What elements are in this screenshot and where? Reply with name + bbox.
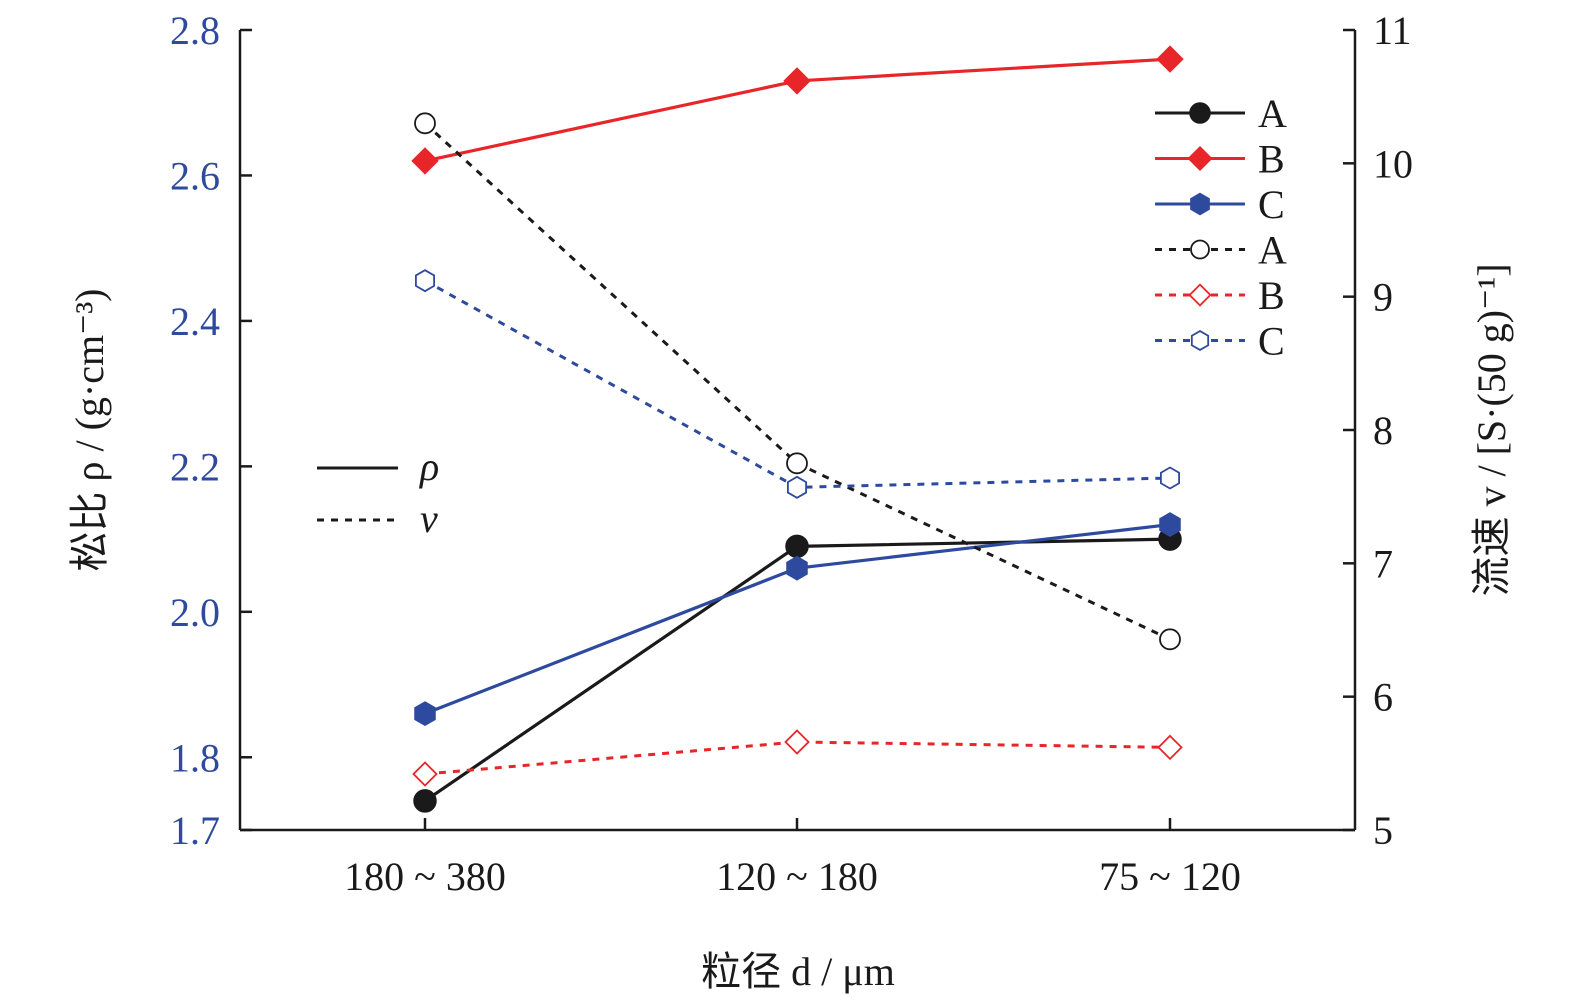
series-C-rho (414, 512, 1181, 727)
legend-label: B (1258, 273, 1285, 318)
y-axis-right-title: 流速 v / [S·(50 g)⁻¹] (1469, 263, 1514, 596)
marker-circle (413, 789, 437, 813)
style-legend-item: ρ (317, 444, 439, 489)
y-right-tick-label: 8 (1373, 408, 1393, 453)
legend-item: A (1155, 91, 1287, 136)
y-right-tick-label: 9 (1373, 275, 1393, 320)
legend-label: A (1258, 228, 1287, 273)
series-A-rho (413, 527, 1182, 813)
marker-diamond (783, 67, 811, 95)
y-left-tick-label: 2.4 (170, 299, 220, 344)
marker-hexagon (414, 701, 436, 727)
x-tick-label: 75 ~ 120 (1099, 854, 1241, 899)
style-legend-label: v (420, 496, 438, 541)
y-left-tick-label: 1.7 (170, 808, 220, 853)
marker-diamond (784, 729, 810, 755)
marker-circle (1189, 102, 1211, 124)
series-B-v (412, 729, 1183, 787)
legend-item: A (1155, 228, 1287, 273)
marker-hexagon (1160, 466, 1180, 490)
marker-circle (1159, 628, 1181, 651)
marker-diamond (1156, 45, 1184, 73)
legend-label: C (1258, 182, 1285, 227)
y-right-tick-label: 10 (1373, 141, 1413, 186)
series-A-v (414, 112, 1181, 651)
y-left-tick-label: 2.6 (170, 153, 220, 198)
series-C-v (415, 269, 1180, 499)
marker-circle (785, 534, 809, 559)
y-right-tick-label: 6 (1373, 675, 1393, 720)
y-left-tick-label: 2.2 (170, 444, 220, 489)
legend-item: C (1155, 319, 1285, 364)
marker-hexagon (786, 555, 808, 581)
marker-diamond (412, 761, 438, 787)
marker-diamond (1187, 145, 1213, 172)
marker-circle (1190, 239, 1210, 260)
legend-label: C (1258, 319, 1285, 364)
series-layer (411, 45, 1184, 813)
legend-item: B (1155, 137, 1285, 182)
marker-circle (414, 112, 436, 135)
axes (238, 30, 1357, 832)
legend-item: B (1155, 273, 1285, 318)
legend-label: B (1258, 137, 1285, 182)
y-right-tick-label: 5 (1373, 808, 1393, 853)
style-legend-item: v (317, 496, 438, 541)
marker-hexagon (1159, 512, 1181, 537)
y-left-tick-label: 2.0 (170, 590, 220, 635)
x-tick-label: 180 ~ 380 (344, 854, 506, 899)
legend-item: C (1155, 182, 1285, 227)
marker-hexagon (1190, 330, 1210, 351)
x-tick-label: 120 ~ 180 (716, 854, 878, 899)
style-legend: ρv (317, 444, 439, 541)
marker-circle (786, 452, 808, 475)
series-B-rho (411, 45, 1184, 175)
series-line (424, 740, 1171, 776)
y-left-tick-label: 2.8 (170, 8, 220, 53)
marker-diamond (1157, 734, 1183, 761)
marker-hexagon (415, 269, 435, 293)
titles: 粒径 d / μm 松比 ρ / (g·cm⁻³) 流速 v / [S·(50 … (67, 263, 1514, 994)
ticks: 1.7 1.8 2.0 2.2 2.4 2.6 2.8 5 6 7 8 9 10 11 180 ~ 380 1… (170, 8, 1413, 899)
marker-hexagon (787, 475, 807, 499)
y-right-tick-label: 11 (1373, 8, 1412, 53)
marker-diamond (411, 147, 439, 175)
x-axis-title: 粒径 d / μm (701, 949, 895, 994)
y-left-tick-label: 1.8 (170, 735, 220, 780)
y-right-tick-label: 7 (1373, 541, 1393, 586)
marker-diamond (1188, 283, 1212, 307)
style-legend-label: ρ (418, 444, 439, 489)
marker-hexagon (1190, 192, 1210, 216)
y-axis-left-title: 松比 ρ / (g·cm⁻³) (67, 288, 112, 571)
legend-label: A (1258, 91, 1287, 136)
